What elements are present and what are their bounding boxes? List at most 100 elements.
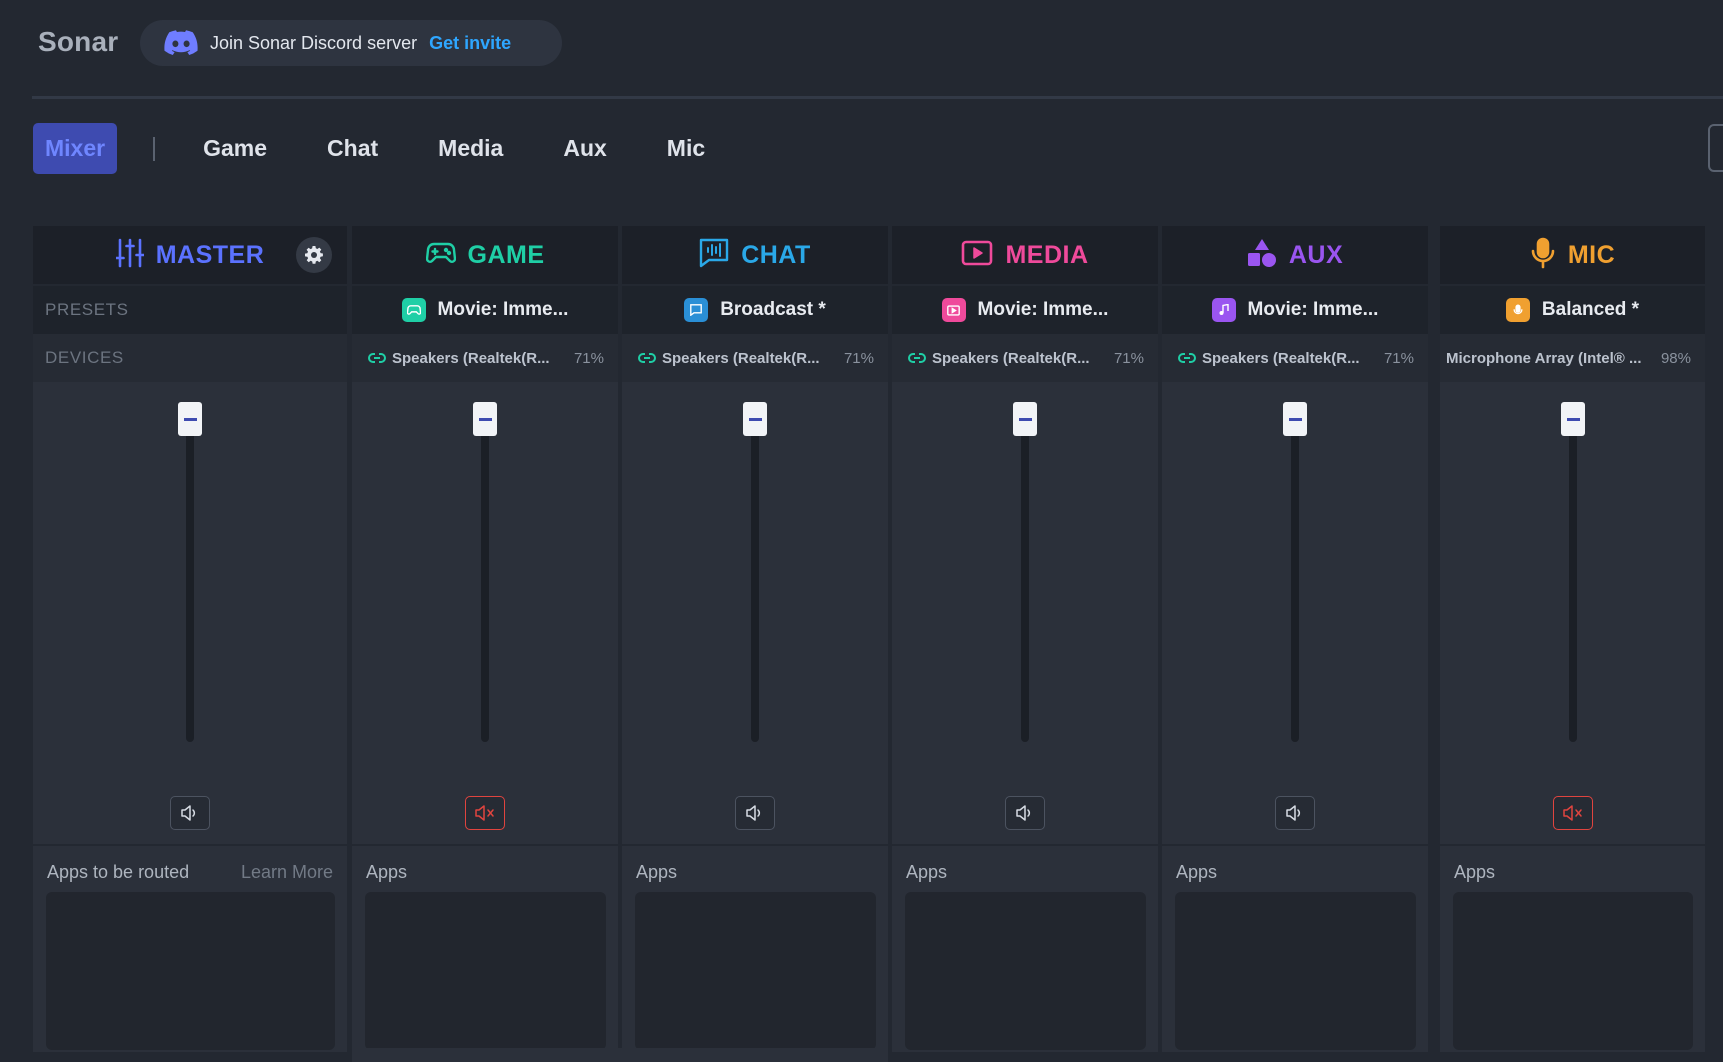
speaker-icon [1286,805,1301,821]
chat-title: CHAT [741,240,811,269]
link-icon [368,353,386,363]
game-header: GAME [352,226,618,284]
chat-device[interactable]: Speakers (Realtek(R... 71% [622,334,888,382]
aux-mute-button[interactable] [1275,796,1315,830]
tab-game[interactable]: Game [203,135,268,161]
mic-strip: MIC Balanced * Microphone Array (Intel® … [1440,226,1705,1052]
tab-mic[interactable]: Mic [666,135,706,161]
gear-icon [305,246,323,264]
master-devices-row [33,334,347,382]
chat-mute-button[interactable] [735,796,775,830]
speaker-icon [181,805,196,821]
shapes-icon [1247,238,1277,273]
media-device-name: Speakers (Realtek(R... [932,349,1090,367]
top-divider [32,96,1723,99]
edge-button[interactable] [1708,124,1723,172]
aux-apps-dropzone[interactable] [1175,892,1416,1050]
aux-preset-icon [1211,298,1236,322]
master-strip: MASTER Apps to be routed Learn More [33,226,347,1052]
chat-preset-icon [684,298,709,322]
link-icon [1178,353,1196,363]
media-apps-section: Apps [892,844,1158,1052]
master-presets-row [33,286,347,334]
aux-apps-section: Apps [1162,844,1428,1052]
mic-device-name: Microphone Array (Intel® ... [1446,349,1642,367]
aux-device[interactable]: Speakers (Realtek(R... 71% [1162,334,1428,382]
media-preset-icon [941,298,966,322]
aux-fader-track[interactable] [1291,412,1299,742]
media-fader-area [892,382,1158,844]
game-device[interactable]: Speakers (Realtek(R... 71% [352,334,618,382]
game-apps-section: Apps [352,844,618,1052]
master-settings-button[interactable] [296,237,332,273]
aux-device-name: Speakers (Realtek(R... [1202,349,1360,367]
tab-chat[interactable]: Chat [327,135,379,161]
game-strip: GAME Movie: Imme... Speakers (Realtek(R.… [352,226,618,1052]
mic-preset-label: Balanced * [1541,299,1640,320]
game-fader-track[interactable] [481,412,489,742]
master-mute-button[interactable] [170,796,210,830]
game-apps-label: Apps [366,862,408,882]
mic-fader-track[interactable] [1569,412,1577,742]
aux-title: AUX [1288,240,1344,269]
chat-preset-label: Broadcast * [720,299,826,320]
aux-preset[interactable]: Movie: Imme... [1162,286,1428,334]
master-apps-dropzone[interactable] [46,892,335,1050]
media-device[interactable]: Speakers (Realtek(R... 71% [892,334,1158,382]
mic-fader-handle[interactable] [1561,402,1585,436]
tab-aux[interactable]: Aux [563,135,607,161]
media-preset-label: Movie: Imme... [977,299,1109,320]
media-mute-button[interactable] [1005,796,1045,830]
get-invite-link[interactable]: Get invite [429,32,512,53]
sliders-icon [114,238,145,273]
aux-fader-handle[interactable] [1283,402,1307,436]
tab-mixer[interactable]: Mixer [33,123,118,174]
discord-text: Join Sonar Discord server [210,32,418,53]
discord-banner[interactable]: Join Sonar Discord server Get invite [140,20,562,66]
game-fader-handle[interactable] [473,402,497,436]
media-apps-dropzone[interactable] [905,892,1146,1050]
media-fader-track[interactable] [1021,412,1029,742]
learn-more-link[interactable]: Learn More [240,862,333,882]
master-fader-track[interactable] [186,412,194,742]
chat-apps-section: Apps [622,844,888,1052]
media-preset[interactable]: Movie: Imme... [892,286,1158,334]
chat-preset[interactable]: Broadcast * [622,286,888,334]
mic-apps-dropzone[interactable] [1453,892,1693,1050]
tab-media[interactable]: Media [438,135,504,161]
chat-device-volume: 71% [843,349,874,367]
presets-label: PRESETS [45,300,129,319]
media-fader-handle[interactable] [1013,402,1037,436]
mic-device-volume: 98% [1660,349,1691,367]
chat-apps-dropzone[interactable] [635,892,876,1050]
aux-apps-label: Apps [1176,862,1218,882]
chat-fader-area [622,382,888,844]
mic-mute-button[interactable] [1553,796,1593,830]
chat-header: CHAT [622,226,888,284]
media-strip: MEDIA Movie: Imme... Speakers (Realtek(R… [892,226,1158,1052]
game-preset[interactable]: Movie: Imme... [352,286,618,334]
speaker-muted-icon [1563,805,1582,821]
master-apps-label: Apps to be routed [47,862,190,882]
top-bar: Sonar Join Sonar Discord server Get invi… [0,0,1723,99]
chat-fader-track[interactable] [751,412,759,742]
discord-icon [164,30,198,56]
game-preset-icon [401,298,426,322]
music-note-icon [1219,304,1229,315]
master-header: MASTER [33,226,347,284]
game-device-volume: 71% [573,349,604,367]
chat-strip: CHAT Broadcast * Speakers (Realtek(R... … [622,226,888,1052]
speaker-icon [1016,805,1031,821]
chat-apps-label: Apps [636,862,678,882]
mic-preset[interactable]: Balanced * [1440,286,1705,334]
game-apps-dropzone[interactable] [365,892,606,1050]
master-apps-section: Apps to be routed Learn More [33,844,347,1052]
mic-apps-label: Apps [1454,862,1496,882]
aux-preset-label: Movie: Imme... [1247,299,1379,320]
game-mute-button[interactable] [465,796,505,830]
link-icon [638,353,656,363]
mic-device[interactable]: Microphone Array (Intel® ... 98% [1440,334,1705,382]
chat-fader-handle[interactable] [743,402,767,436]
gamepad-icon [425,241,456,270]
master-fader-handle[interactable] [178,402,202,436]
